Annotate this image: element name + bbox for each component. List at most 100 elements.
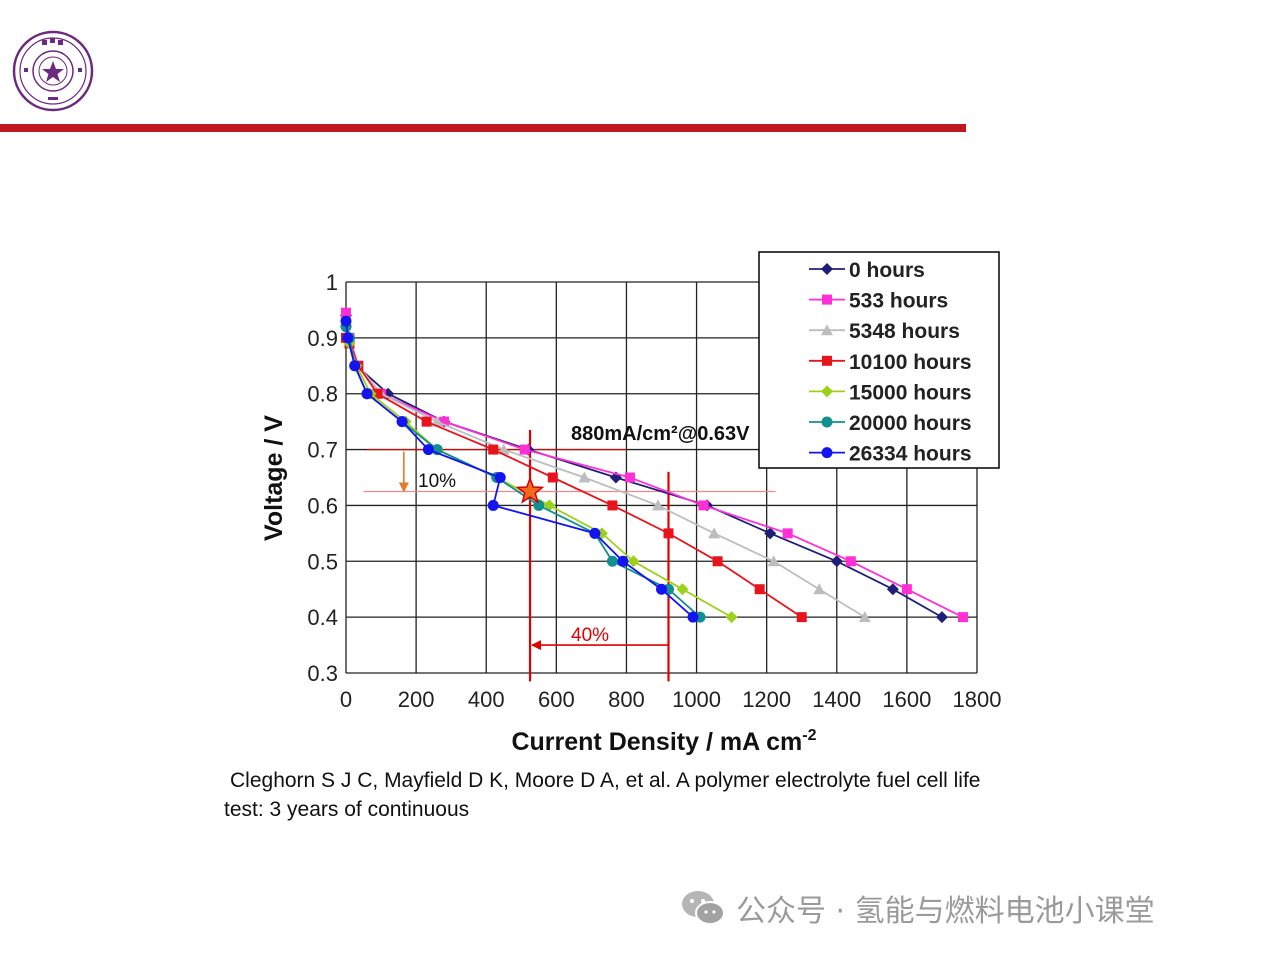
data-point: [488, 444, 499, 455]
citation: Cleghorn S J C, Mayfield D K, Moore D A,…: [224, 766, 1124, 824]
data-point: [487, 499, 499, 511]
data-point: [589, 527, 601, 539]
y-tick-label: 0.4: [307, 605, 338, 630]
data-point: [676, 583, 689, 596]
series: [340, 321, 706, 623]
data-point: [547, 472, 558, 483]
university-seal-icon: [12, 30, 94, 112]
x-tick-label: 800: [608, 687, 645, 712]
x-tick-label: 0: [340, 687, 352, 712]
watermark: 公众号 · 氢能与燃料电池小课堂: [680, 886, 1155, 930]
data-point: [578, 471, 591, 483]
data-point: [341, 307, 351, 318]
data-point: [813, 583, 826, 595]
series-line: [345, 321, 694, 618]
x-tick-label: 1200: [742, 687, 791, 712]
data-point: [957, 612, 968, 623]
citation-line-1: Cleghorn S J C, Mayfield D K, Moore D A,…: [230, 769, 981, 792]
data-point: [858, 611, 871, 623]
data-point: [340, 315, 352, 327]
chart-tick-labels: 0 200 400 600 800 1000 1200 1400 1600 1800 0.3 0.4 0…: [307, 270, 1001, 712]
data-point: [712, 556, 723, 567]
data-point: [845, 556, 856, 567]
legend-box: [758, 251, 1000, 469]
data-point: [396, 416, 408, 428]
legend-marker: [821, 263, 833, 275]
legend-label: 5348 hours: [849, 320, 960, 343]
series-line: [345, 337, 803, 618]
legend-entry: 10100 hours: [809, 351, 972, 374]
data-point: [830, 555, 843, 568]
data-point: [519, 444, 530, 455]
y-tick-label: 0.6: [307, 493, 338, 518]
data-point: [901, 584, 912, 595]
data-point: [782, 528, 793, 539]
y-axis-label: Voltage / V: [260, 415, 288, 541]
legend-label: 20000 hours: [849, 412, 972, 435]
legend-entry: 26334 hours: [809, 443, 972, 466]
chart-annotations: [363, 430, 776, 682]
data-point: [698, 500, 709, 511]
series: [340, 315, 699, 623]
y-tick-label: 0.9: [307, 326, 338, 351]
chart-annotations-top: [515, 476, 545, 504]
x-tick-label: 600: [538, 687, 575, 712]
data-point: [624, 472, 635, 483]
data-point: [342, 332, 354, 344]
y-tick-label: 0.3: [307, 661, 338, 686]
y-tick-label: 1: [326, 270, 338, 295]
x-tick-label: 1600: [882, 687, 931, 712]
legend-label: 10100 hours: [849, 351, 972, 374]
legend-marker: [822, 355, 832, 366]
data-point: [497, 443, 510, 455]
data-point: [439, 416, 450, 427]
legend-entry: 0 hours: [809, 259, 925, 282]
citation-line-2: test: 3 years of continuous: [224, 798, 470, 821]
x-tick-label: 200: [398, 687, 435, 712]
x-axis-label: Current Density / mA cm-2: [511, 727, 816, 756]
data-point: [687, 611, 699, 623]
data-point: [494, 472, 506, 483]
series: [341, 332, 807, 623]
x-tick-label: 1800: [953, 687, 1002, 712]
data-point: [651, 499, 664, 511]
x-tick-label: 400: [468, 687, 505, 712]
data-point: [372, 388, 383, 399]
header-divider-bar: [0, 124, 966, 132]
chart-legend: 0 hours 533 hours 5348 hours 10100 hours 150…: [758, 251, 1000, 469]
data-point: [606, 555, 618, 567]
data-point: [627, 555, 640, 568]
data-point: [764, 527, 777, 540]
data-point: [708, 527, 721, 539]
legend-marker: [822, 294, 832, 305]
university-seal-logo: [12, 30, 94, 112]
voltage-drop-label: 10%: [418, 471, 456, 492]
arrow-head-icon: [398, 482, 409, 493]
legend-label: 0 hours: [849, 259, 925, 282]
data-point: [349, 360, 361, 372]
y-tick-label: 0.7: [307, 438, 338, 463]
data-point: [533, 499, 545, 511]
y-tick-label: 0.5: [307, 549, 338, 574]
legend-entry: 533 hours: [809, 290, 948, 313]
operating-point-annotation: 880mA/cm²@0.63V: [571, 423, 750, 445]
data-point: [754, 584, 765, 595]
legend-marker: [821, 447, 833, 459]
data-point: [617, 555, 629, 567]
chart-series: [340, 307, 968, 624]
legend-marker: [821, 385, 833, 398]
data-point: [656, 583, 667, 595]
data-point: [725, 611, 738, 624]
current-drop-label: 40%: [571, 625, 609, 646]
data-point: [767, 555, 780, 567]
data-point: [543, 499, 556, 512]
x-tick-label: 1400: [812, 687, 861, 712]
legend-marker: [821, 324, 833, 336]
legend-label: 15000 hours: [849, 381, 972, 404]
y-tick-label: 0.8: [307, 382, 338, 407]
data-point: [421, 416, 432, 427]
legend-entry: 15000 hours: [809, 381, 972, 404]
data-point: [607, 500, 618, 511]
data-point: [361, 388, 373, 400]
legend-label: 26334 hours: [849, 443, 972, 466]
